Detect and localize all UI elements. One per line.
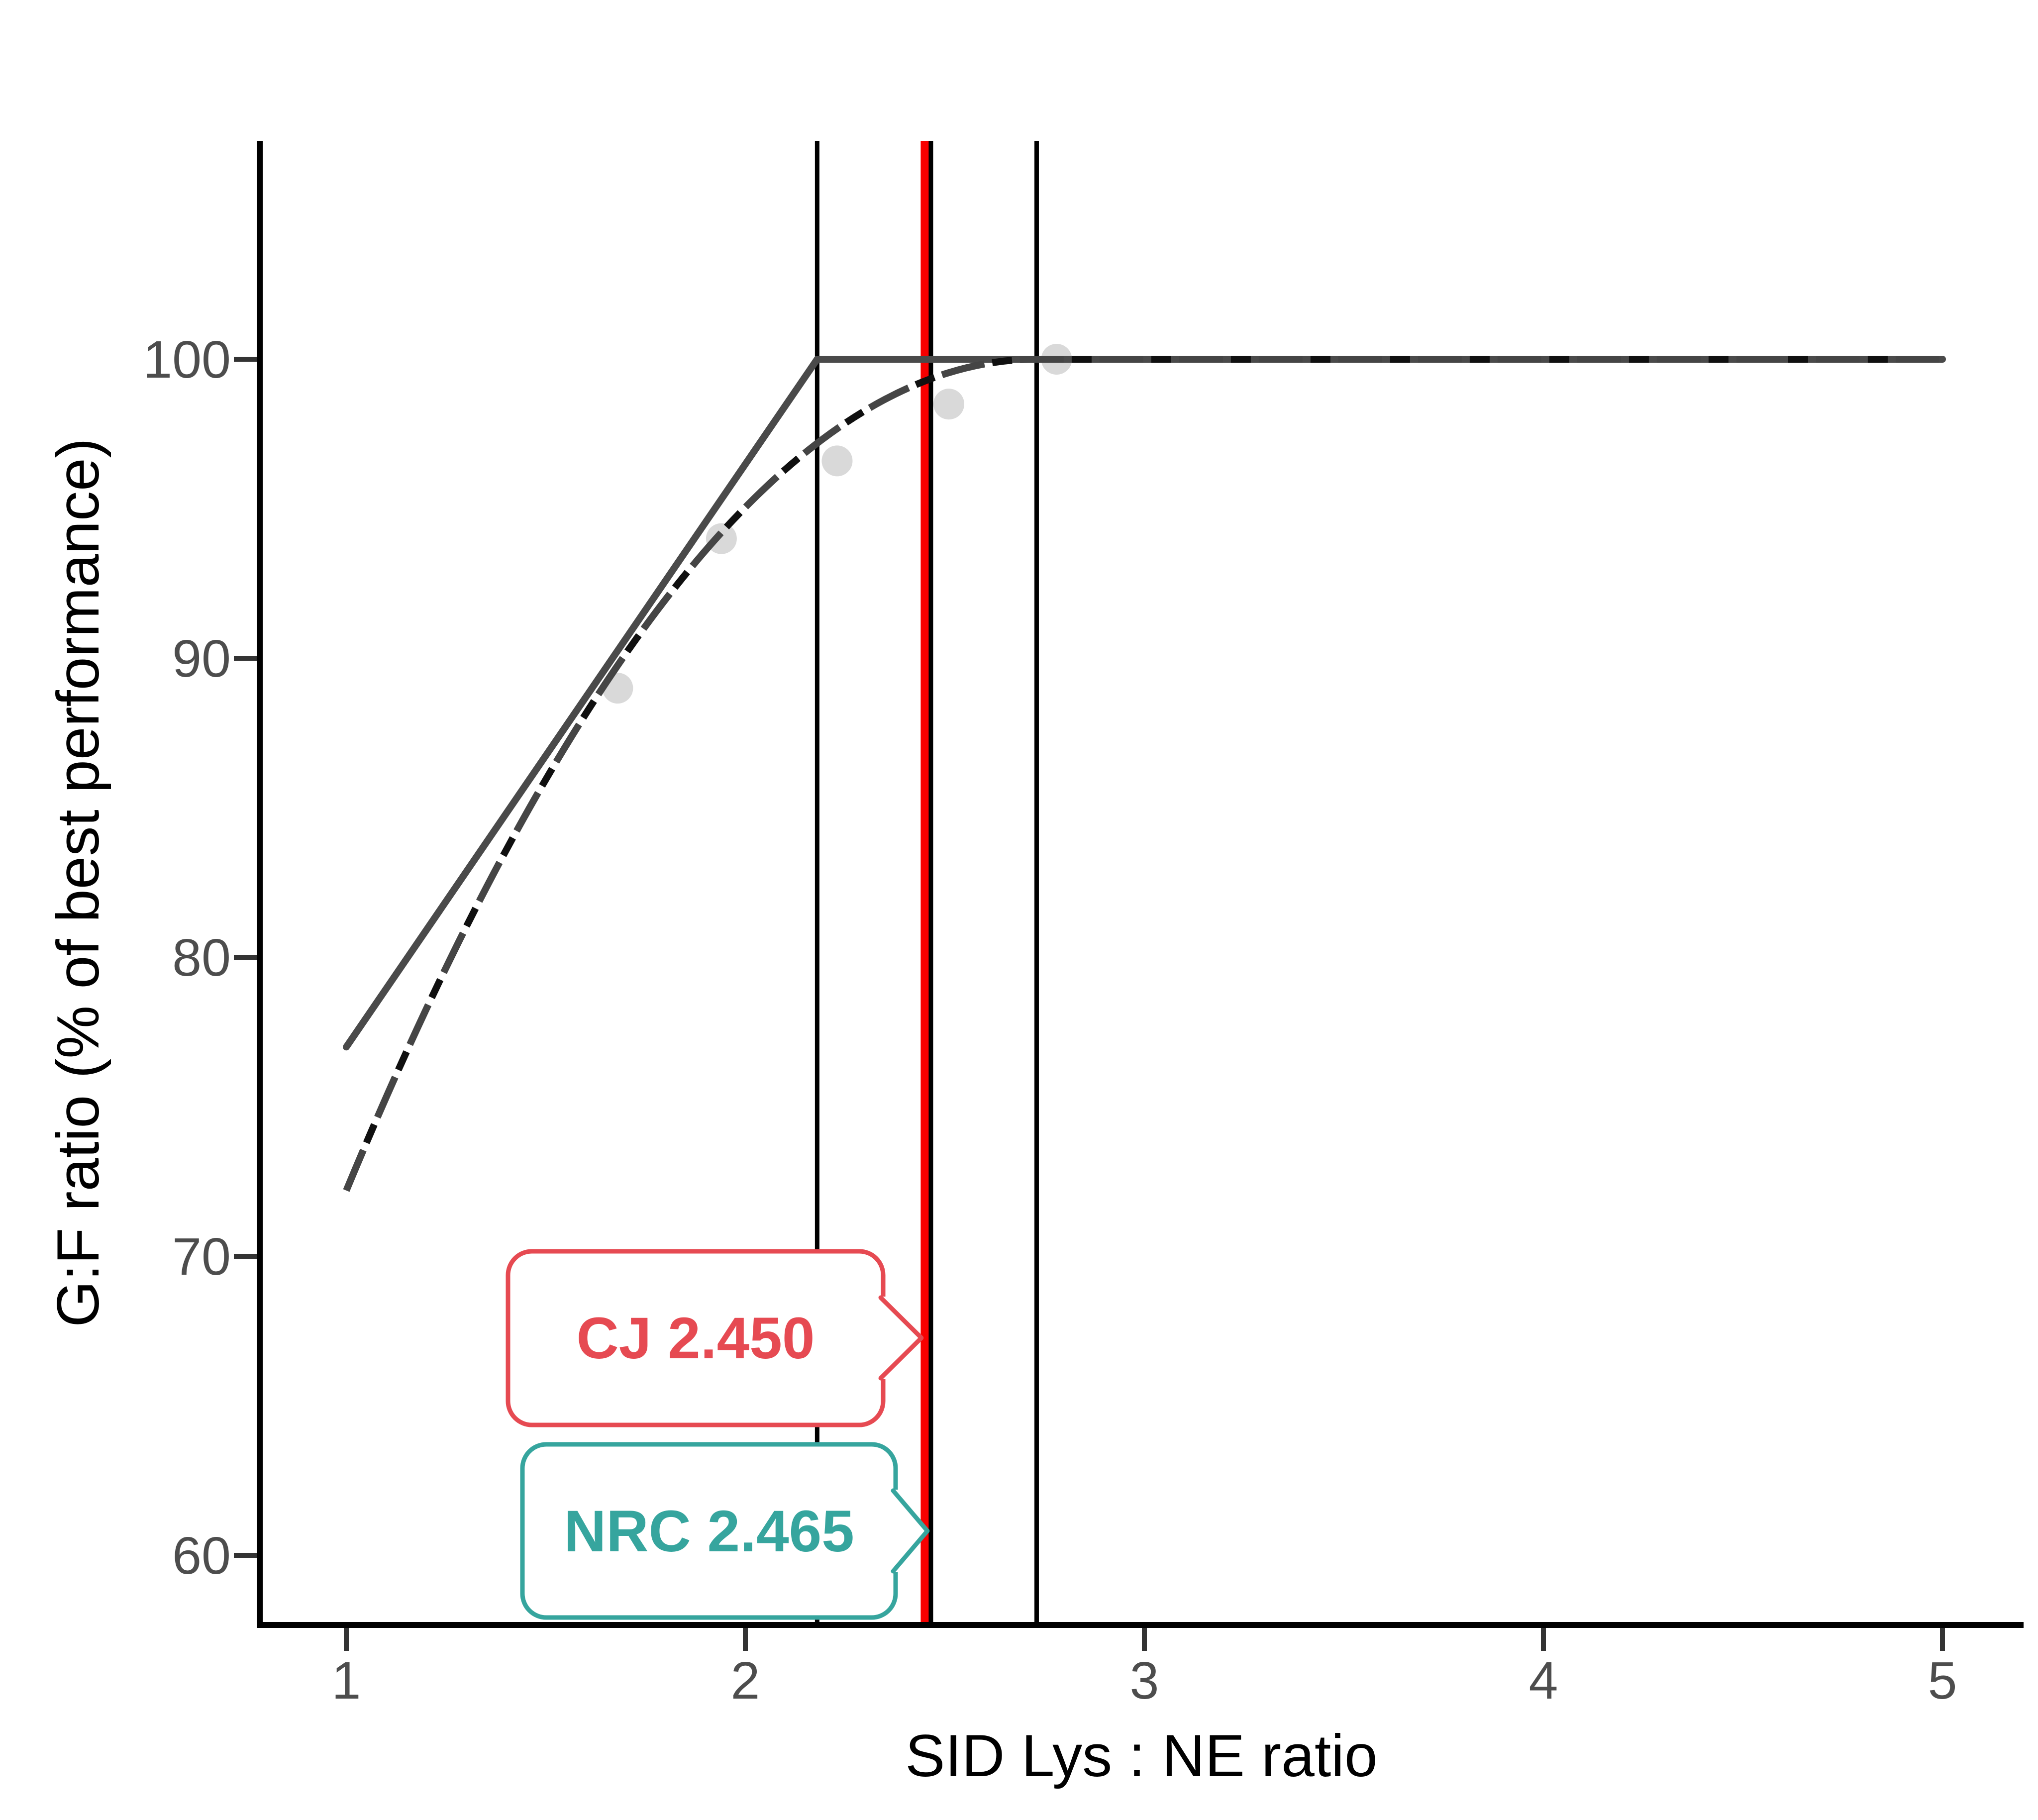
y-axis-title: G:F ratio (% of best performance) <box>45 438 111 1327</box>
x-tick-label: 3 <box>1130 1651 1159 1710</box>
x-axis-title: SID Lys : NE ratio <box>905 1722 1377 1789</box>
chart-canvas: 1 2 3 4 5 60 70 80 90 100 G:F ratio (% of best pe… <box>20 8 2038 1820</box>
curvilinear-model-curve-dash <box>343 356 1942 1192</box>
x-tick-label: 1 <box>332 1651 361 1710</box>
y-tick-label: 100 <box>143 330 231 389</box>
x-tick-label: 5 <box>1928 1651 1957 1710</box>
x-tick-label: 4 <box>1529 1651 1558 1710</box>
data-point <box>821 445 853 477</box>
callout-cj-label: CJ 2.450 <box>577 1306 815 1371</box>
y-tick-label: 90 <box>172 629 231 688</box>
callout-cj-tail <box>878 1295 924 1381</box>
data-point <box>933 389 965 420</box>
callout-nrc-label: NRC 2.465 <box>564 1499 854 1564</box>
x-tick-label: 2 <box>731 1651 760 1710</box>
y-tick-label: 70 <box>172 1227 231 1286</box>
callout-cj <box>506 1249 924 1427</box>
chart-figure: 1 2 3 4 5 60 70 80 90 100 G:F ratio (% of best pe… <box>20 8 2038 1820</box>
y-tick-label: 80 <box>172 928 231 987</box>
callout-nrc <box>520 1442 930 1620</box>
callout-nrc-tail <box>891 1488 930 1574</box>
y-tick-label: 60 <box>172 1526 231 1585</box>
plot-background <box>20 8 2038 1820</box>
